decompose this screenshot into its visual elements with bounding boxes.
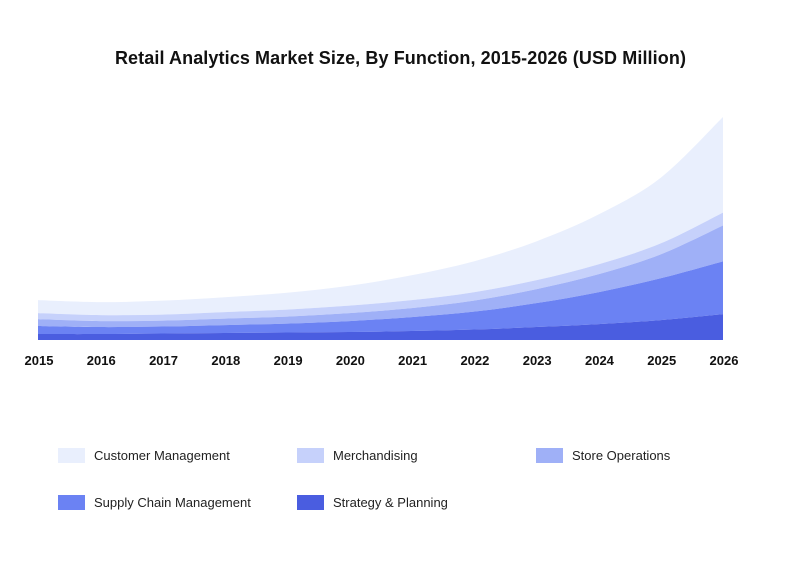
legend-label: Supply Chain Management (94, 495, 251, 510)
x-tick-label: 2018 (211, 353, 240, 368)
legend-label: Store Operations (572, 448, 671, 463)
x-tick-label: 2020 (336, 353, 365, 368)
legend-swatch (536, 448, 563, 463)
x-tick-label: 2021 (398, 353, 427, 368)
legend-swatch (297, 495, 324, 510)
legend-item: Merchandising (297, 448, 418, 463)
area-series-supply-chain-management (38, 261, 723, 335)
legend-label: Customer Management (94, 448, 230, 463)
legend-item: Supply Chain Management (58, 495, 251, 510)
x-tick-label: 2015 (25, 353, 54, 368)
legend-label: Strategy & Planning (333, 495, 448, 510)
x-tick-label: 2022 (460, 353, 489, 368)
x-tick-label: 2025 (647, 353, 676, 368)
x-tick-label: 2019 (274, 353, 303, 368)
area-series-customer-management (38, 116, 723, 316)
legend-swatch (58, 495, 85, 510)
x-tick-label: 2017 (149, 353, 178, 368)
legend-swatch (58, 448, 85, 463)
legend-swatch (297, 448, 324, 463)
legend-item: Customer Management (58, 448, 230, 463)
legend-label: Merchandising (333, 448, 418, 463)
x-tick-label: 2026 (710, 353, 739, 368)
legend-item: Store Operations (536, 448, 670, 463)
x-tick-label: 2016 (87, 353, 116, 368)
x-tick-label: 2023 (523, 353, 552, 368)
chart-title: Retail Analytics Market Size, By Functio… (114, 48, 687, 68)
legend-item: Strategy & Planning (297, 495, 448, 510)
x-tick-label: 2024 (585, 353, 615, 368)
area-series-strategy-planning (38, 314, 723, 340)
